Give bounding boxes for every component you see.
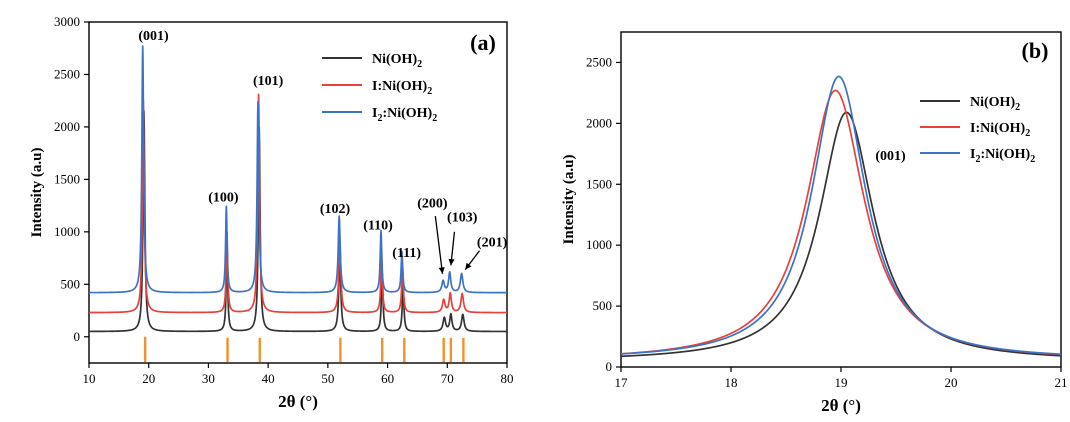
y-tick-label: 500 [593,298,613,313]
x-tick-label: 30 [202,371,215,386]
series-line-i-ni-oh-2 [89,93,507,314]
legend-label: I:Ni(OH)2 [372,79,432,97]
legend-label: I2:Ni(OH)2 [372,106,437,124]
arrow-head [438,267,445,274]
series-line-i2-ni-oh-2 [621,75,1061,356]
panel-b-chart: 17 18 19 20 21 0 500 1000 1500 2000 2500 2θ (°) Inte… [561,31,1068,415]
y-tick-label: 0 [606,359,613,374]
y-tick-label: 2500 [54,66,80,81]
annotation-arrow [434,216,444,274]
y-tick-label: 3000 [54,14,80,29]
y-tick-label: 1000 [586,237,612,252]
y-axis-title: Intensity (a.u) [561,154,577,244]
y-tick-label: 2500 [586,54,612,69]
peak-label: (101) [253,74,284,89]
arrow-head [465,262,472,270]
x-tick-label: 17 [615,375,629,390]
x-tick-label: 20 [945,375,958,390]
peak-label: (001) [875,149,906,164]
peak-label: (111) [392,246,421,261]
x-tick-label: 80 [501,371,514,386]
y-tick-label: 1500 [54,171,80,186]
x-tick-label: 19 [835,375,848,390]
y-tick-label: 2000 [586,115,612,130]
x-tick-label: 20 [142,371,155,386]
x-axis-title: 2θ (°) [821,396,861,415]
y-tick-label: 500 [61,276,81,291]
x-tick-label: 70 [441,371,454,386]
arrow-head [448,258,455,266]
x-tick-label: 10 [83,371,96,386]
peak-label: (103) [447,210,478,225]
x-tick-label: 50 [321,371,334,386]
x-tick-label: 40 [262,371,275,386]
x-tick-label: 21 [1055,375,1068,390]
legend-label: Ni(OH)2 [372,52,422,70]
peak-label: (200) [417,197,448,212]
legend-label: I:Ni(OH)2 [970,121,1030,139]
series-line-ni-oh-2 [89,110,507,333]
panel-label: (a) [470,30,496,55]
y-tick-label: 1000 [54,224,80,239]
panel-a-chart: 10 20 30 40 50 60 70 80 0 500 1000 1500 2000 2500 3000… [29,14,514,411]
plot-frame [88,21,508,364]
legend-label: Ni(OH)2 [970,95,1020,113]
panel-label: (b) [1022,38,1049,63]
peak-label: (110) [363,219,393,234]
peak-label: (102) [320,202,351,217]
y-axis-title: Intensity (a.u) [29,147,45,237]
x-tick-label: 60 [381,371,394,386]
series-line-ni-oh-2 [621,111,1061,358]
y-tick-label: 0 [74,329,81,344]
y-tick-label: 1500 [586,176,612,191]
legend-label: I2:Ni(OH)2 [970,147,1035,165]
x-axis-title: 2θ (°) [278,392,318,411]
y-tick-label: 2000 [54,119,80,134]
peak-label: (201) [477,236,508,251]
x-tick-label: 18 [725,375,738,390]
plot-frame [620,31,1062,368]
peak-label: (001) [138,29,169,44]
series-line-i2-ni-oh-2 [89,45,507,294]
peak-label: (100) [208,190,239,205]
